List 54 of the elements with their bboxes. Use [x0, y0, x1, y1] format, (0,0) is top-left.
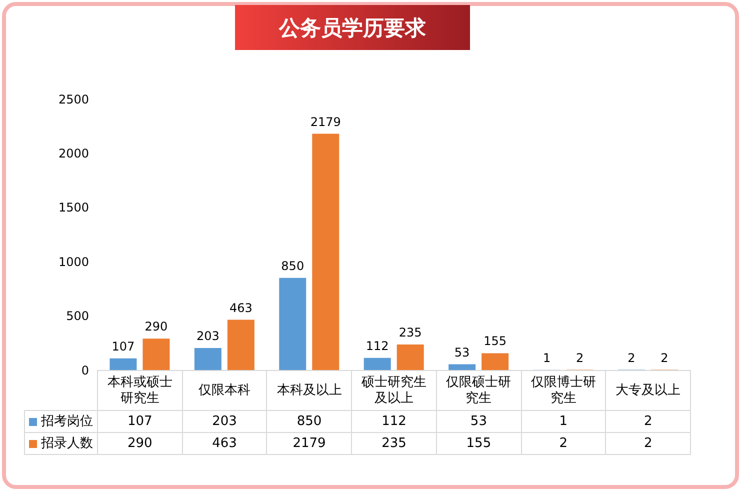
data-label: 290 — [144, 320, 168, 334]
y-tick-label: 1500 — [58, 200, 89, 215]
text: 112 — [351, 410, 437, 433]
x-tick-label: 仅限本科 — [182, 370, 268, 411]
text: 235 — [351, 432, 437, 455]
legend-label: 招录人数 — [24, 432, 98, 455]
bar — [448, 364, 476, 370]
text: 155 — [436, 432, 522, 455]
bar — [142, 338, 170, 370]
data-label: 107 — [112, 339, 135, 354]
data-label: 1 — [542, 350, 551, 365]
y-tick-label: 0 — [81, 363, 89, 378]
y-tick-label: 500 — [66, 309, 89, 324]
x-tick-label: 本科及以上 — [266, 370, 352, 411]
data-label: 53 — [454, 345, 470, 360]
data-label: 155 — [484, 334, 507, 348]
data-label: 2 — [660, 350, 668, 365]
data-label: 2 — [576, 350, 584, 365]
text: 203 — [182, 410, 268, 433]
text: 290 — [97, 432, 183, 455]
legend-label: 招考岗位 — [24, 410, 98, 433]
data-label: 112 — [366, 338, 389, 353]
bar — [194, 348, 222, 370]
text: 463 — [182, 432, 268, 455]
bar — [312, 134, 340, 370]
text: 2 — [605, 432, 691, 455]
y-tick-label: 1000 — [58, 254, 89, 269]
bar — [364, 358, 391, 370]
data-label: 2 — [628, 350, 636, 365]
text: 1 — [520, 410, 606, 433]
x-tick-label: 硕士研究生及以上 — [351, 370, 437, 411]
x-tick-label: 本科或硕士研究生 — [97, 370, 183, 411]
data-label: 850 — [281, 258, 304, 273]
text: 2 — [520, 432, 606, 455]
bar — [482, 353, 509, 370]
x-tick-label: 仅限硕士研究生 — [436, 370, 522, 411]
text: 2179 — [266, 432, 352, 455]
bar — [110, 358, 137, 370]
x-tick-label: 仅限博士研究生 — [520, 370, 606, 411]
text: 850 — [266, 410, 352, 433]
bar — [227, 320, 254, 370]
text: 53 — [436, 410, 522, 433]
text: 107 — [97, 410, 183, 433]
bar — [396, 344, 424, 370]
x-tick-label: 大专及以上 — [605, 370, 691, 411]
text: 2 — [605, 410, 691, 433]
chart-title: 公务员学历要求 — [235, 5, 470, 50]
y-tick-label: 2000 — [58, 146, 89, 160]
data-label: 2179 — [310, 114, 341, 129]
data-label: 463 — [229, 300, 252, 315]
data-label: 235 — [398, 326, 422, 340]
y-tick-label: 2500 — [58, 92, 89, 106]
data-label: 203 — [196, 328, 220, 343]
bar — [279, 278, 306, 370]
